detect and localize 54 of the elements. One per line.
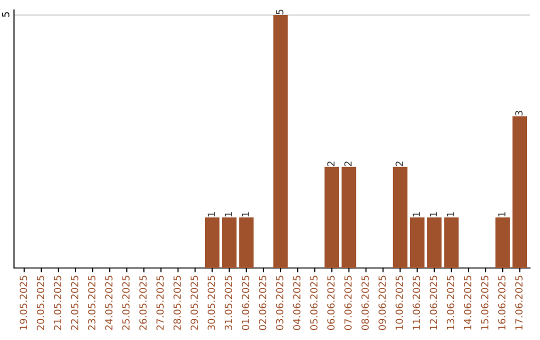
data-label: 1 (430, 212, 437, 216)
bar (204, 217, 220, 268)
x-tick-label: 17.06.2025 (515, 276, 523, 330)
x-tick-label: 12.06.2025 (430, 276, 438, 330)
x-tick-label: 30.05.2025 (208, 276, 216, 330)
data-label: 1 (447, 212, 454, 216)
bar (427, 217, 442, 268)
bar (273, 15, 288, 268)
data-label: 1 (498, 212, 506, 216)
bar (239, 217, 254, 268)
data-label: 1 (208, 212, 215, 216)
x-tick-label: 25.05.2025 (122, 276, 130, 330)
x-tick-label: 03.06.2025 (276, 276, 284, 330)
x-tick-label: 10.06.2025 (396, 276, 403, 330)
x-tick-label: 15.06.2025 (481, 276, 488, 330)
bar (444, 217, 459, 268)
x-tick-label: 22.05.2025 (70, 276, 78, 330)
x-tick-label: 09.06.2025 (378, 276, 386, 330)
x-tick-label: 02.06.2025 (258, 276, 266, 330)
x-tick-label: 06.06.2025 (327, 276, 335, 330)
x-tick-label: 01.06.2025 (242, 276, 250, 330)
x-tick-label: 27.05.2025 (156, 276, 164, 330)
data-label: 2 (396, 162, 403, 166)
bar (512, 116, 528, 268)
data-label: 1 (242, 212, 250, 216)
x-tick-label: 07.06.2025 (344, 276, 352, 330)
data-label: 1 (224, 212, 232, 216)
bar (222, 217, 237, 268)
data-label: 2 (344, 162, 352, 166)
data-label: 1 (412, 212, 420, 216)
x-tick-label: 26.05.2025 (139, 276, 147, 330)
data-label: 3 (515, 110, 523, 116)
x-tick-label: 08.06.2025 (361, 276, 369, 330)
x-tick-label: 13.06.2025 (446, 276, 454, 330)
x-tick-label: 14.06.2025 (464, 276, 472, 330)
x-tick-label: 11.06.2025 (412, 276, 420, 330)
x-tick-label: 20.05.2025 (36, 276, 44, 330)
x-tick-label: 31.05.2025 (224, 276, 232, 330)
bar (392, 166, 408, 268)
data-label: 2 (327, 162, 334, 166)
x-tick-label: 16.06.2025 (498, 276, 506, 330)
x-tick-label: 04.06.2025 (293, 276, 300, 330)
bar (324, 166, 340, 268)
bar (342, 166, 356, 268)
data-label: 5 (276, 10, 284, 14)
x-tick-label: 19.05.2025 (20, 276, 28, 330)
bar (410, 217, 424, 268)
x-tick-label: 28.05.2025 (173, 276, 181, 330)
x-tick-label: 21.05.2025 (54, 276, 62, 330)
x-tick-label: 24.05.2025 (105, 276, 113, 330)
x-tick-label: 29.05.2025 (190, 276, 198, 330)
x-tick-label: 23.05.2025 (88, 276, 96, 330)
bar (495, 217, 510, 268)
x-tick-label: 05.06.2025 (310, 276, 318, 330)
